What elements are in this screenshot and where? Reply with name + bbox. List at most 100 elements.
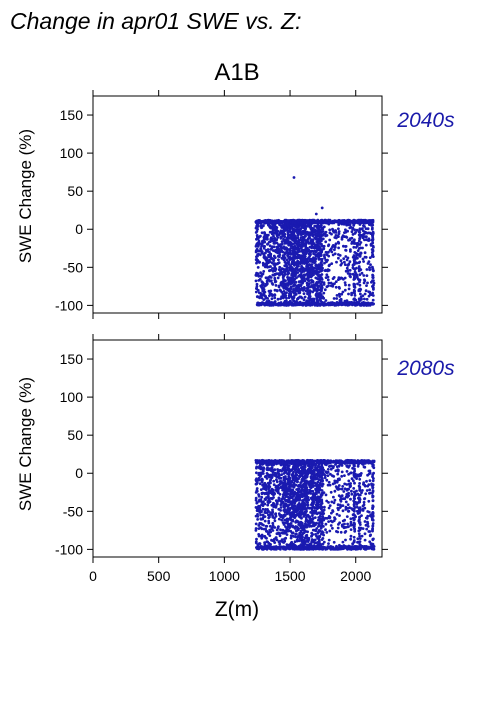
scatter-point [315,502,318,506]
scatter-point [274,504,278,508]
scatter-point [310,258,314,262]
scatter-point [304,490,307,494]
scatter-point [262,469,265,473]
scatter-point [298,290,301,294]
scatter-point [358,237,362,240]
x-ticks: 0 500 1000 1500 2000 [89,334,372,584]
scatter-point [371,268,375,272]
scatter-point [273,223,277,227]
scatter-point [262,270,266,273]
scatter-point [292,176,296,179]
scatter-point [316,247,319,251]
scatter-point [260,283,264,287]
scatter-point [320,507,323,511]
scatter-point [324,234,327,238]
scatter-point [319,526,323,530]
scatter-point [297,280,301,284]
scatter-point [311,514,314,518]
scatter-point [255,295,259,299]
scatter-point [318,511,322,515]
scatter-point [341,509,345,513]
scatter-point [356,249,360,253]
scatter-point [320,286,324,290]
scatter-point [329,247,333,251]
scatter-point [349,534,353,538]
scatter-point [358,273,362,277]
scatter-point [352,479,355,483]
scatter-point [285,477,289,481]
scatter-point [311,297,315,301]
scatter-point [336,469,340,473]
scatter-point [318,519,322,522]
scatter-point [362,465,366,469]
scatter-point [332,465,335,468]
scatter-point [331,526,334,530]
scatter-point [283,260,287,264]
scatter-point [271,488,275,492]
scatter-point [355,261,359,265]
scatter-point [367,499,371,503]
scatter-point [263,284,266,288]
scatter-point [321,542,325,546]
scatter-point [293,244,297,248]
scatter-point [257,241,260,245]
scatter-point [305,514,308,518]
scatter-point [286,254,289,257]
scatter-point [361,527,365,530]
scatter-point [365,479,368,483]
scatter-point [285,238,289,242]
scatter-point [322,225,326,229]
scatter-point [336,486,340,490]
scatter-point [315,483,318,486]
scatter-point [325,478,329,482]
scatter-point [320,218,324,222]
scatter-point [287,517,291,521]
scatter-point [283,485,287,489]
scatter-point [317,270,321,274]
scatter-point [343,281,347,284]
scatter-point [334,236,338,240]
scatter-point [294,280,298,284]
scatter-point [286,272,290,275]
scatter-point [355,242,359,246]
scatter-point [327,506,331,510]
scatter-point [329,284,333,288]
scatter-point [260,527,264,531]
scatter-point [361,246,364,250]
scatter-point [296,512,299,516]
scatter-point [348,223,352,227]
scatter-point [287,303,290,307]
scatter-point [257,466,261,470]
scatter-point [329,490,333,494]
scatter-point [262,288,266,291]
scatter-point [277,258,280,262]
scatter-point [371,248,375,252]
scatter-point [285,291,288,295]
scatter-point [358,218,361,222]
scatter-point [256,509,260,513]
scatter-point [314,521,318,525]
scatter-point [357,239,361,243]
scatter-point [322,244,326,248]
scatter-point [368,471,372,475]
scatter-point [299,267,303,271]
scatter-point [319,264,323,268]
scatter-point [267,223,270,227]
x-tick-label: 500 [147,568,171,584]
scatter-point [350,293,353,297]
scatter-point [266,220,270,224]
scatter-point [331,277,335,280]
scatter-point [308,516,311,520]
scatter-point [310,531,314,535]
scatter-point [356,537,360,541]
scatter-point [314,276,318,280]
scatter-point [315,280,319,284]
x-tick-label: 1500 [274,568,305,584]
scatter-point [281,250,285,254]
scatter-point [319,253,323,257]
scatter-point [298,295,302,299]
scatter-point [337,227,340,231]
scatter-point [305,277,309,281]
scatter-point [347,479,351,483]
